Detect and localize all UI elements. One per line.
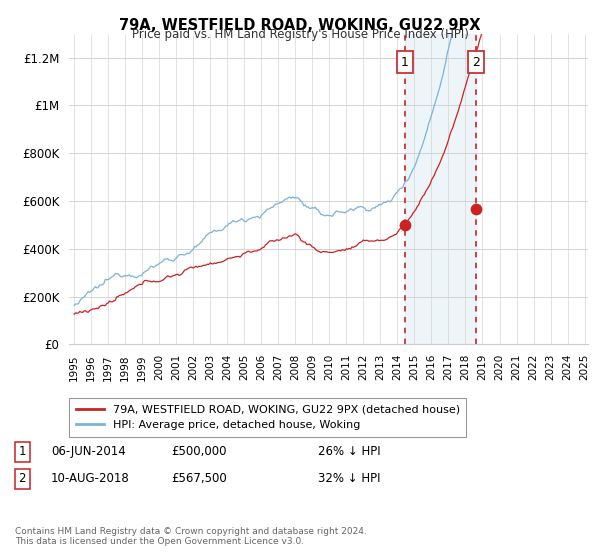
Legend: 79A, WESTFIELD ROAD, WOKING, GU22 9PX (detached house), HPI: Average price, deta: 79A, WESTFIELD ROAD, WOKING, GU22 9PX (d…	[70, 398, 466, 437]
Text: 1: 1	[19, 445, 26, 459]
Point	[471, 204, 481, 213]
Text: Price paid vs. HM Land Registry's House Price Index (HPI): Price paid vs. HM Land Registry's House …	[131, 28, 469, 41]
Text: 10-AUG-2018: 10-AUG-2018	[51, 472, 130, 486]
Text: 06-JUN-2014: 06-JUN-2014	[51, 445, 126, 459]
Bar	[405, 34, 476, 344]
Text: 1: 1	[401, 56, 409, 69]
Text: 26% ↓ HPI: 26% ↓ HPI	[318, 445, 380, 459]
Text: 32% ↓ HPI: 32% ↓ HPI	[318, 472, 380, 486]
Text: 79A, WESTFIELD ROAD, WOKING, GU22 9PX: 79A, WESTFIELD ROAD, WOKING, GU22 9PX	[119, 18, 481, 33]
Text: £500,000: £500,000	[171, 445, 227, 459]
Text: Contains HM Land Registry data © Crown copyright and database right 2024.
This d: Contains HM Land Registry data © Crown c…	[15, 526, 367, 546]
Text: 2: 2	[472, 56, 480, 69]
Point	[400, 221, 410, 230]
Text: £567,500: £567,500	[171, 472, 227, 486]
Text: 2: 2	[19, 472, 26, 486]
